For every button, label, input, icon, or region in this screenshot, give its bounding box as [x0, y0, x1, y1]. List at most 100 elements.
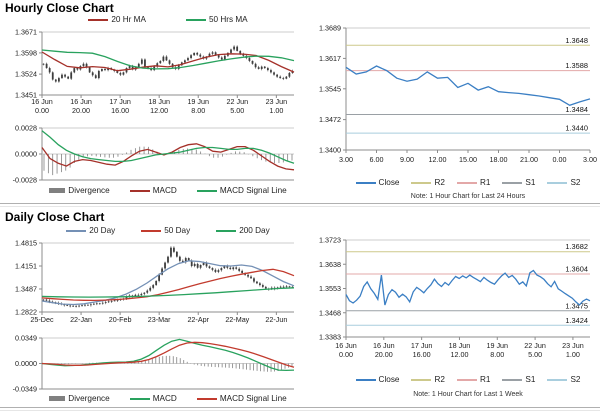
svg-text:1.3451: 1.3451 [15, 91, 37, 100]
svg-text:8.00: 8.00 [191, 106, 205, 115]
svg-text:1.3617: 1.3617 [319, 54, 341, 63]
legend-item-divergence: Divergence [49, 394, 110, 403]
200-day-line [41, 287, 295, 298]
legend-label: Close [378, 375, 400, 384]
svg-text:0.0000: 0.0000 [15, 150, 37, 159]
50-day-line [41, 268, 295, 302]
legend-label: S2 [570, 178, 581, 187]
macd-signal-line-line [41, 130, 295, 164]
s2-value-label: 1.3440 [565, 124, 588, 133]
legend-label: MACD Signal Line [219, 186, 287, 195]
daily-chart-title: Daily Close Chart [5, 210, 105, 224]
hourly-macd-legend: Divergence MACD MACD Signal Line [36, 186, 300, 195]
svg-text:0.0000: 0.0000 [15, 359, 37, 368]
macd-signal-line-line [41, 341, 295, 368]
r2-value-label: 1.3648 [565, 36, 588, 45]
horizontal-divider-bottom [0, 407, 600, 411]
svg-text:8.00: 8.00 [490, 350, 504, 359]
hourly-ma-legend: 20 Hr MA 50 Hrs MA [36, 15, 300, 24]
svg-text:6.00: 6.00 [370, 155, 384, 164]
svg-text:1.3383: 1.3383 [319, 333, 341, 342]
r1-value-label: 1.3588 [565, 61, 588, 70]
legend-label: 200 Day [239, 226, 270, 235]
close-line [345, 269, 591, 306]
50-hrs-ma-swatch-icon [185, 18, 206, 21]
svg-text:1.3545: 1.3545 [319, 84, 341, 93]
daily-macd-legend: Divergence MACD MACD Signal Line [36, 394, 300, 403]
20-hr-ma-swatch-icon [88, 18, 109, 21]
candlesticks [42, 246, 294, 308]
legend-label: Close [378, 178, 400, 187]
legend-item-divergence: Divergence [49, 186, 110, 195]
svg-text:22-Jun: 22-Jun [265, 315, 287, 324]
macd-swatch-icon [129, 397, 150, 400]
svg-text:16.00: 16.00 [413, 350, 431, 359]
legend-label: MACD [152, 186, 177, 195]
svg-text:16 Jun: 16 Jun [373, 341, 395, 350]
svg-text:1.3524: 1.3524 [15, 70, 37, 79]
svg-text:12.00: 12.00 [429, 155, 447, 164]
svg-text:12.00: 12.00 [450, 350, 468, 359]
svg-text:0.0349: 0.0349 [15, 334, 37, 343]
panel-hourly-pivot-24h: 1.3689 1.3617 1.3545 1.3472 1.3400 3.00 6.00 9.… [300, 0, 600, 202]
legend-item-macd: MACD [129, 394, 177, 403]
20-day-swatch-icon [66, 229, 87, 232]
legend-item-200-day: 200 Day [216, 226, 270, 235]
daily-ma-legend: 20 Day 50 Day 200 Day [36, 226, 300, 235]
macd-signal-line-swatch-icon [196, 397, 217, 400]
svg-text:23 Jun: 23 Jun [266, 97, 288, 106]
close-swatch-icon [355, 378, 376, 381]
svg-text:18.00: 18.00 [490, 155, 508, 164]
svg-text:1.3553: 1.3553 [319, 284, 341, 293]
divergence-swatch-icon [49, 188, 66, 193]
legend-label: R2 [434, 375, 445, 384]
svg-text:20-Feb: 20-Feb [109, 315, 132, 324]
svg-text:0.00: 0.00 [35, 106, 49, 115]
svg-text:19 Jun: 19 Jun [187, 97, 209, 106]
svg-text:1.3723: 1.3723 [319, 236, 341, 245]
svg-text:21.00: 21.00 [520, 155, 538, 164]
svg-text:0.00: 0.00 [339, 350, 353, 359]
20-hr-ma-line [41, 51, 295, 73]
legend-item-macd-signal-line: MACD Signal Line [196, 394, 287, 403]
svg-text:17 Jun: 17 Jun [411, 341, 433, 350]
hourly-macd-svg: 0.0028 0.0000 -0.0028 [13, 124, 295, 185]
svg-text:5.00: 5.00 [230, 106, 244, 115]
r1-value-label: 1.3604 [565, 264, 588, 273]
legend-item-r1: R1 [456, 178, 490, 187]
legend-item-20-day: 20 Day [66, 226, 115, 235]
legend-label: S1 [525, 178, 536, 187]
svg-text:17 Jun: 17 Jun [109, 97, 131, 106]
legend-label: 50 Day [164, 226, 191, 235]
svg-text:1.3671: 1.3671 [15, 28, 37, 37]
legend-item-s1: S1 [502, 375, 535, 384]
svg-text:16 Jun: 16 Jun [335, 341, 357, 350]
horizontal-divider-top [0, 203, 600, 207]
legend-item-close: Close [355, 178, 400, 187]
svg-text:20.00: 20.00 [375, 350, 393, 359]
svg-text:1.3689: 1.3689 [319, 24, 341, 33]
panel-hourly-pivot-1week: 1.3723 1.3638 1.3553 1.3468 1.3383 16 Jun 0.00… [300, 206, 600, 408]
svg-text:1.00: 1.00 [269, 106, 283, 115]
svg-text:1.3468: 1.3468 [319, 308, 341, 317]
s1-value-label: 1.3484 [565, 105, 588, 114]
svg-text:16 Jun: 16 Jun [31, 97, 53, 106]
svg-text:-0.0028: -0.0028 [13, 176, 37, 185]
close-swatch-icon [355, 181, 376, 184]
svg-text:19 Jun: 19 Jun [486, 341, 508, 350]
legend-item-r2: R2 [411, 375, 445, 384]
s1-swatch-icon [502, 181, 523, 184]
pivot-24h-legend: Close R2 R1 S1 S2 [336, 178, 600, 187]
svg-text:16.00: 16.00 [111, 106, 129, 115]
legend-item-50-hrs-ma: 50 Hrs MA [185, 15, 248, 24]
legend-label: R1 [479, 375, 491, 384]
50-hrs-ma-line [41, 49, 295, 70]
daily-macd-chart: 0.0349 0.0000 -0.0349 [0, 334, 300, 397]
svg-text:23 Jun: 23 Jun [562, 341, 584, 350]
hourly-pivot-1week-chart: 1.3723 1.3638 1.3553 1.3468 1.3383 16 Jun 0.00… [300, 232, 600, 371]
legend-item-r2: R2 [411, 178, 445, 187]
